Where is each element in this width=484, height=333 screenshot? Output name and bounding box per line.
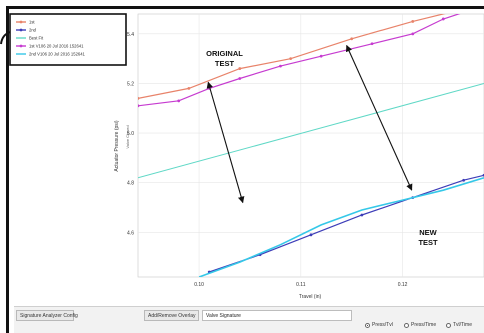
legend-marker bbox=[19, 28, 23, 32]
data-point bbox=[411, 20, 415, 23]
x-tick-label: 0.10 bbox=[194, 282, 204, 288]
arrow-layer bbox=[206, 44, 413, 204]
legend-label: 1st bbox=[29, 20, 35, 25]
y-tick-label: 4.8 bbox=[127, 181, 134, 187]
data-point bbox=[289, 57, 293, 61]
radio-tvl-time-dot[interactable] bbox=[446, 322, 451, 328]
add-remove-overlay-button[interactable]: Add/Remove Overlay bbox=[144, 310, 199, 321]
legend-marker bbox=[19, 20, 23, 24]
legend-marker bbox=[19, 44, 23, 48]
x-tick-label: 0.11 bbox=[296, 282, 306, 288]
plot-area bbox=[137, 13, 484, 278]
radio-press-tvl-dot[interactable] bbox=[365, 322, 370, 328]
data-point bbox=[238, 77, 242, 80]
legend-box bbox=[9, 13, 127, 66]
legend-items: 1st 2nd Best Fit 1st V106 20 Jul 2016 15264… bbox=[16, 20, 86, 57]
data-point bbox=[370, 42, 374, 46]
data-point bbox=[238, 67, 242, 70]
y-tick-label: 5.0 bbox=[127, 131, 134, 137]
x-axis-label: Travel (in) bbox=[299, 294, 322, 300]
side-label: Valve Closed bbox=[125, 125, 130, 148]
annotation-text: ORIGINAL TEST bbox=[206, 49, 243, 68]
series-line bbox=[138, 14, 461, 107]
legend-label: Best Fit bbox=[29, 36, 44, 41]
data-point bbox=[441, 17, 445, 21]
radio-press-time-dot[interactable] bbox=[404, 322, 409, 328]
data-point bbox=[411, 32, 415, 36]
legend-label: 2nd V106 20 Jul 2016 152641 bbox=[29, 52, 86, 57]
annotation-text: NEW TEST bbox=[418, 228, 438, 247]
radio-tvl-time-label: Tvl/Time bbox=[453, 322, 472, 328]
overlay-select[interactable]: Valve Signature bbox=[202, 310, 352, 321]
radio-press-time-label: Press/Time bbox=[411, 322, 437, 328]
radio-tvl-time[interactable]: Tvl/Time bbox=[446, 322, 472, 328]
data-point bbox=[279, 64, 282, 68]
legend-label: 2nd bbox=[29, 28, 37, 33]
signature-analyzer-config-button[interactable]: Signature Analyzer Config bbox=[16, 310, 78, 321]
data-point bbox=[138, 96, 140, 100]
bottom-toolbar: Signature Analyzer Config Add/Remove Ove… bbox=[14, 306, 484, 333]
data-point bbox=[350, 37, 354, 41]
data-point bbox=[309, 233, 313, 237]
y-axis-label: Actuator Pressure (psi) bbox=[114, 120, 120, 171]
annotation-line: TEST bbox=[418, 238, 438, 247]
x-tick-label: 0.12 bbox=[398, 282, 408, 288]
comparison-arrow bbox=[206, 81, 245, 204]
radio-press-tvl[interactable]: Press/Tvl bbox=[365, 322, 393, 328]
series-line bbox=[198, 177, 484, 277]
panel-outline bbox=[6, 6, 484, 333]
y-tick-label: 5.4 bbox=[127, 32, 134, 38]
ticks-layer: 0.10 0.11 0.12 4.6 4.8 5.0 5.2 5.4 bbox=[127, 32, 408, 288]
radio-press-time[interactable]: Press/Time bbox=[404, 322, 436, 328]
data-point bbox=[319, 54, 323, 58]
annotation-line: ORIGINAL bbox=[206, 49, 243, 58]
annotation-line: TEST bbox=[215, 59, 235, 68]
radio-press-tvl-label: Press/Tvl bbox=[372, 322, 393, 328]
data-point bbox=[138, 104, 140, 108]
data-point bbox=[177, 99, 181, 103]
legend-label: 1st V106 20 Jul 2016 152641 bbox=[29, 44, 84, 49]
comparison-arrow bbox=[346, 44, 413, 191]
data-point bbox=[360, 213, 364, 217]
y-tick-label: 5.2 bbox=[127, 81, 134, 87]
data-point bbox=[462, 178, 466, 182]
series-layer bbox=[138, 14, 484, 277]
series-line bbox=[138, 83, 484, 179]
annotation-line: NEW bbox=[419, 228, 437, 237]
legend: 1st 2nd Best Fit 1st V106 20 Jul 2016 15264… bbox=[9, 13, 127, 66]
data-point bbox=[187, 87, 191, 90]
y-tick-label: 4.6 bbox=[127, 230, 134, 236]
